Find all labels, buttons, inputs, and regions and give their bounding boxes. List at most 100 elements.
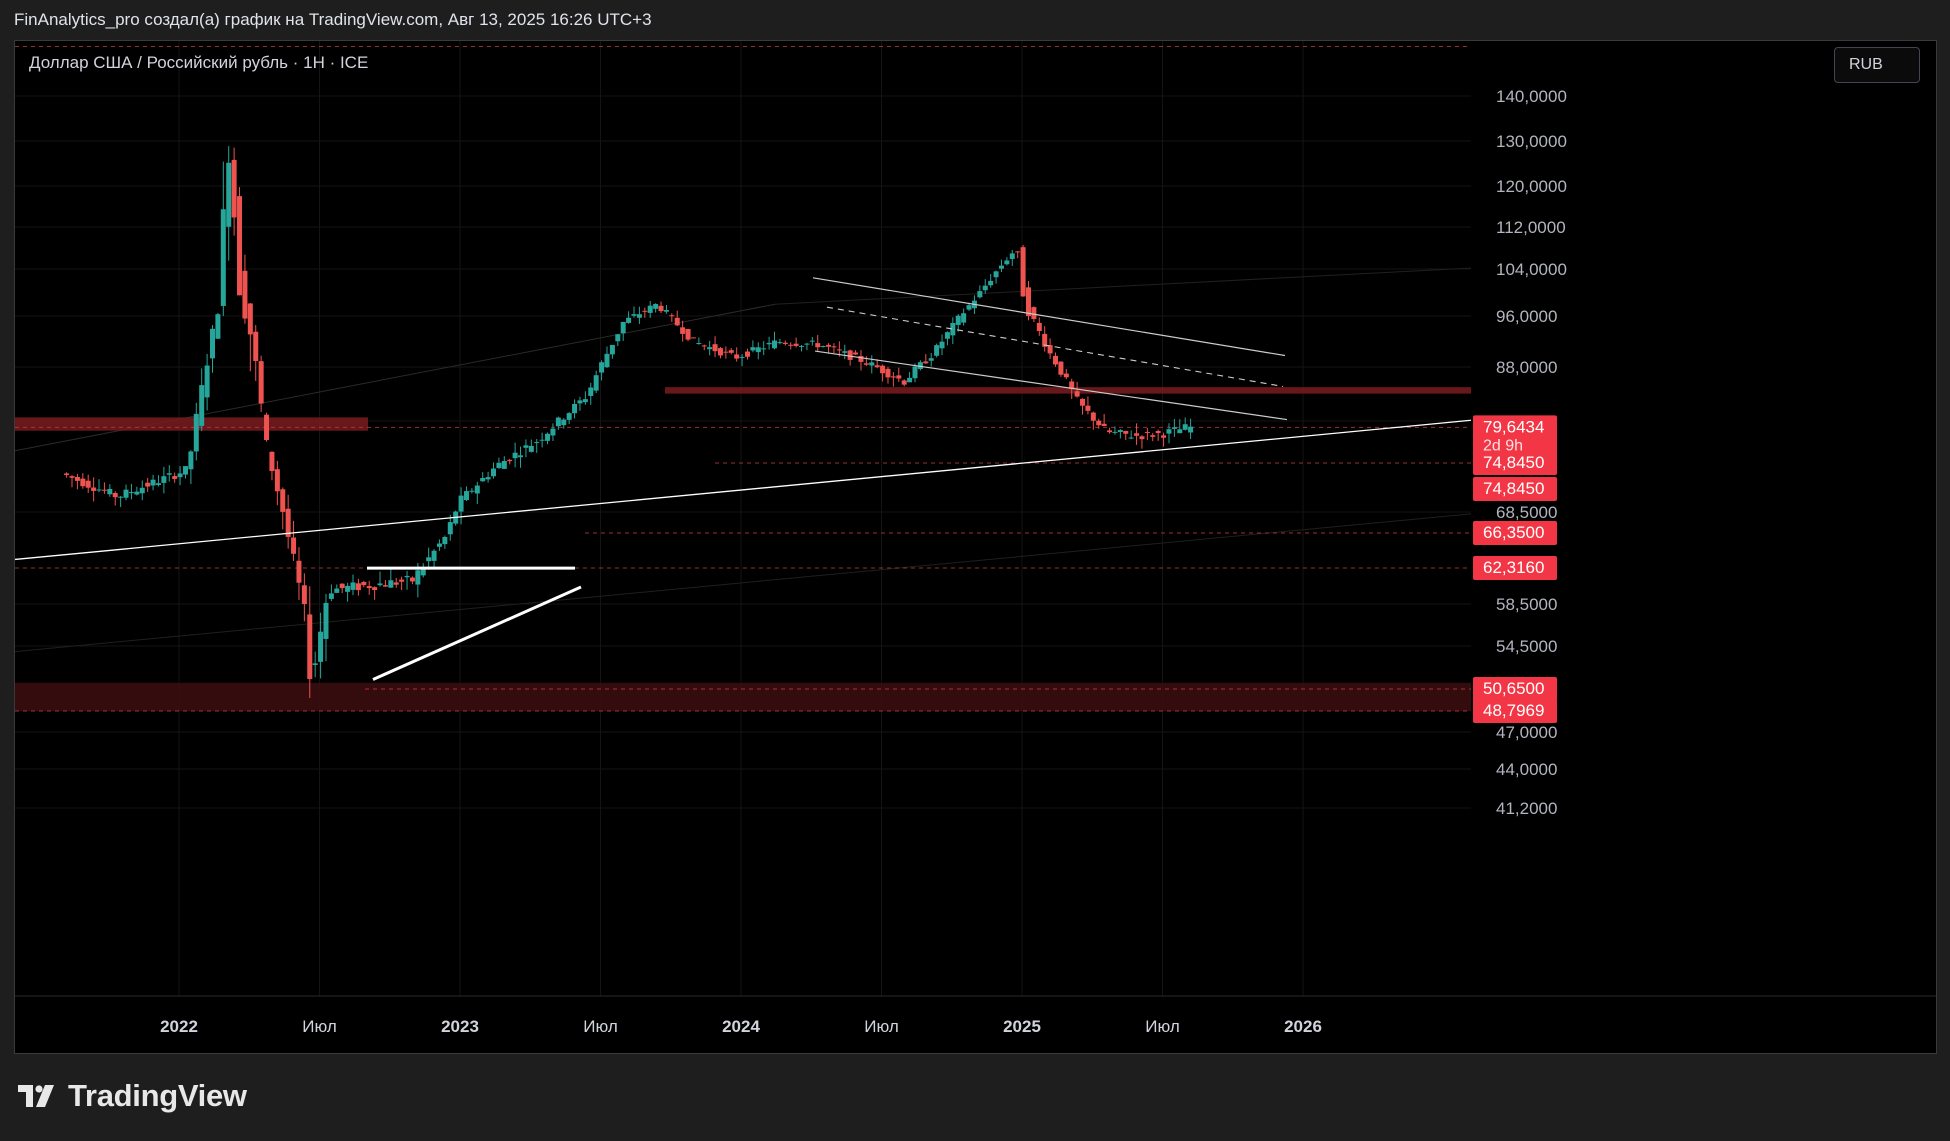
candle-body [977, 291, 983, 298]
countdown-text: 2d 9h [1483, 437, 1523, 454]
candle-body [1107, 430, 1113, 433]
price-chart[interactable]: 140,0000 130,0000 120,0000 112,0000 104,0000… [15, 41, 1936, 1053]
candle-body [355, 583, 361, 591]
candle-body [1188, 426, 1194, 433]
candle-body [885, 368, 891, 378]
candle-body [388, 580, 394, 588]
candle-body [91, 487, 97, 491]
currency-button[interactable]: RUB [1834, 47, 1920, 83]
candle-body [80, 478, 86, 487]
candle-body [1117, 430, 1123, 432]
candle-body [128, 492, 134, 494]
channel-upper-line[interactable] [812, 277, 1286, 357]
candle-body [361, 582, 367, 586]
candle-body [377, 583, 383, 586]
candle-body [1074, 391, 1080, 397]
candle-body [253, 331, 259, 362]
candle-body [820, 346, 826, 348]
candle-body [782, 342, 788, 344]
long-trendline[interactable] [15, 419, 1472, 561]
candle-body [447, 522, 453, 535]
resistance-zone-right[interactable] [665, 387, 1471, 394]
support-zone-bottom[interactable] [15, 682, 1471, 711]
price-label-badge [1473, 521, 1557, 545]
candle-body [717, 348, 723, 356]
candle-body [993, 271, 999, 278]
candle-body [1058, 361, 1064, 375]
candle-body [242, 270, 248, 319]
candle-body [134, 491, 140, 495]
candle-body [534, 442, 540, 444]
candle-body [118, 496, 124, 498]
chart-panel[interactable]: 140,0000 130,0000 120,0000 112,0000 104,0000… [14, 40, 1937, 1054]
triangle-support[interactable] [372, 585, 582, 681]
candle-body [1139, 436, 1145, 440]
candle-body [442, 537, 448, 545]
candle-body [161, 476, 167, 483]
candle-body [653, 304, 659, 309]
candle-body [593, 375, 599, 391]
candle-body [799, 345, 805, 347]
tradingview-logo-icon [18, 1085, 54, 1107]
candle-body [182, 466, 188, 475]
y-tick-label: 54,5000 [1496, 637, 1557, 656]
candle-body [728, 350, 734, 353]
candle-body [1009, 253, 1015, 259]
candle-body [247, 303, 253, 335]
candle-body [409, 577, 415, 582]
candle-body [210, 328, 216, 359]
candle-body [961, 313, 967, 323]
candle-body [166, 473, 172, 475]
x-tick-label: Июл [302, 1017, 337, 1036]
candle-body [1161, 435, 1167, 438]
candle-body [274, 469, 280, 492]
candle-body [85, 480, 91, 488]
candle-body [599, 362, 605, 373]
candle-body [463, 491, 469, 501]
time-axis[interactable]: 2022 Июл 2023 Июл 2024 Июл 2025 Июл 2026 [15, 995, 1936, 1036]
x-tick-label: 2022 [160, 1017, 198, 1036]
candle-body [199, 385, 205, 426]
candle-body [874, 365, 880, 368]
resistance-zone-left[interactable] [15, 417, 368, 431]
candle-body [744, 351, 750, 357]
candle-body [982, 285, 988, 291]
candle-body [734, 354, 740, 359]
candle-body [264, 414, 270, 441]
footer-brand: TradingView [68, 1078, 247, 1113]
candle-body [1020, 247, 1026, 297]
price-label-text: 74,8450 [1483, 453, 1544, 472]
candle-body [901, 380, 907, 385]
candle-body [766, 342, 772, 345]
candle-body [707, 347, 713, 350]
candle-body [750, 347, 756, 351]
candle-body [155, 483, 161, 486]
candle-body [631, 314, 637, 316]
candle-body [582, 399, 588, 403]
price-label-text: 79,6434 [1483, 417, 1544, 436]
candle-body [836, 349, 842, 351]
candle-body [1080, 398, 1086, 406]
candle-body [323, 602, 329, 639]
y-tick-label: 104,0000 [1496, 260, 1567, 279]
candle-body [804, 343, 810, 345]
candle-body [809, 340, 815, 342]
candle-body [696, 343, 702, 345]
candle-body [1112, 431, 1118, 433]
candle-body [869, 362, 875, 366]
candle-body [577, 400, 583, 404]
candle-body [485, 477, 491, 480]
candle-body [1150, 435, 1156, 437]
candle-body [609, 344, 615, 355]
channel-mid-line[interactable] [826, 306, 1284, 387]
price-axis[interactable]: 140,0000 130,0000 120,0000 112,0000 104,0000… [1471, 41, 1936, 996]
candle-body [1171, 427, 1177, 429]
candle-body [150, 479, 156, 486]
candle-body [220, 209, 226, 306]
candle-body [215, 314, 221, 339]
candle-body [172, 476, 178, 479]
candle-body [312, 663, 318, 666]
candle-body [907, 377, 913, 383]
candle-body [1134, 433, 1140, 436]
channel-lower-line[interactable] [814, 350, 1288, 421]
